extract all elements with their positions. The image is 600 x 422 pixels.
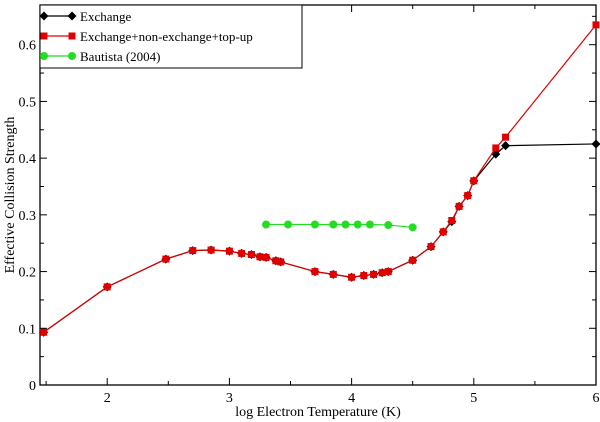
data-point [310, 220, 319, 229]
data-point [455, 202, 463, 210]
series-2 [40, 21, 600, 336]
data-point [464, 192, 472, 200]
y-tick-label: 0.6 [19, 39, 37, 54]
legend-label: Exchange+non-exchange+top-up [80, 29, 253, 44]
y-tick-label: 0 [29, 379, 36, 394]
x-tick-label: 2 [104, 391, 111, 406]
legend-marker [40, 32, 48, 40]
series-line [43, 24, 597, 333]
data-point [329, 220, 338, 229]
data-point [162, 255, 170, 263]
plot-frame [39, 4, 597, 386]
data-point [591, 139, 600, 149]
data-point [384, 268, 392, 276]
data-point [341, 220, 350, 229]
data-point [470, 177, 478, 185]
data-point [272, 257, 280, 265]
data-point [277, 258, 285, 266]
data-point [439, 228, 447, 236]
data-point [262, 220, 271, 229]
data-point [207, 246, 215, 254]
data-point [502, 133, 510, 141]
data-point [225, 247, 233, 255]
legend-marker [68, 32, 76, 40]
data-point [409, 256, 417, 264]
x-tick-label: 3 [226, 391, 233, 406]
data-point [103, 283, 111, 291]
data-point [247, 251, 255, 259]
data-point [348, 273, 356, 281]
data-point [360, 272, 368, 280]
series-3 [262, 220, 417, 232]
x-tick-label: 4 [348, 391, 355, 406]
legend-marker [67, 11, 77, 21]
data-point [262, 253, 270, 261]
legend-marker [40, 52, 48, 60]
series-1 [39, 139, 600, 337]
data-point [353, 220, 362, 229]
x-tick-label: 5 [470, 391, 477, 406]
data-point [492, 144, 500, 152]
y-tick-label: 0.1 [19, 322, 37, 337]
legend-marker [39, 11, 49, 21]
data-point [427, 243, 435, 251]
data-point [370, 270, 378, 278]
data-point [329, 270, 337, 278]
data-point [408, 223, 417, 232]
legend-label: Bautista (2004) [80, 49, 161, 64]
data-point [592, 21, 600, 29]
y-tick-label: 0.4 [19, 152, 37, 167]
data-point [256, 253, 264, 261]
legend-box [39, 4, 303, 69]
y-tick-label: 0.2 [19, 266, 37, 281]
series-layer [39, 21, 600, 337]
series-line [43, 143, 597, 333]
ticks-layer: 2 3 4 5 6 0 0.1 0.2 0.3 0.4 0.5 0.6 [19, 5, 600, 406]
legend-label: Exchange [80, 9, 131, 24]
x-tick-label: 6 [593, 391, 600, 406]
data-point [365, 220, 374, 229]
x-axis-label: log Electron Temperature (K) [235, 405, 401, 420]
data-point [284, 220, 293, 229]
y-tick-label: 0.5 [19, 95, 37, 110]
data-point [501, 141, 511, 151]
data-point [40, 328, 48, 336]
y-tick-label: 0.3 [19, 209, 37, 224]
legend: Exchange Exchange+non-exchange+top-up Baut… [39, 4, 303, 69]
data-point [311, 268, 319, 276]
data-point [448, 217, 456, 225]
data-point [238, 249, 246, 257]
y-axis-label: Effective Collision Strength [3, 117, 18, 274]
plot-area [39, 4, 597, 386]
data-point [378, 269, 386, 277]
data-point [384, 221, 393, 230]
legend-marker [68, 52, 76, 60]
data-point [189, 247, 197, 255]
